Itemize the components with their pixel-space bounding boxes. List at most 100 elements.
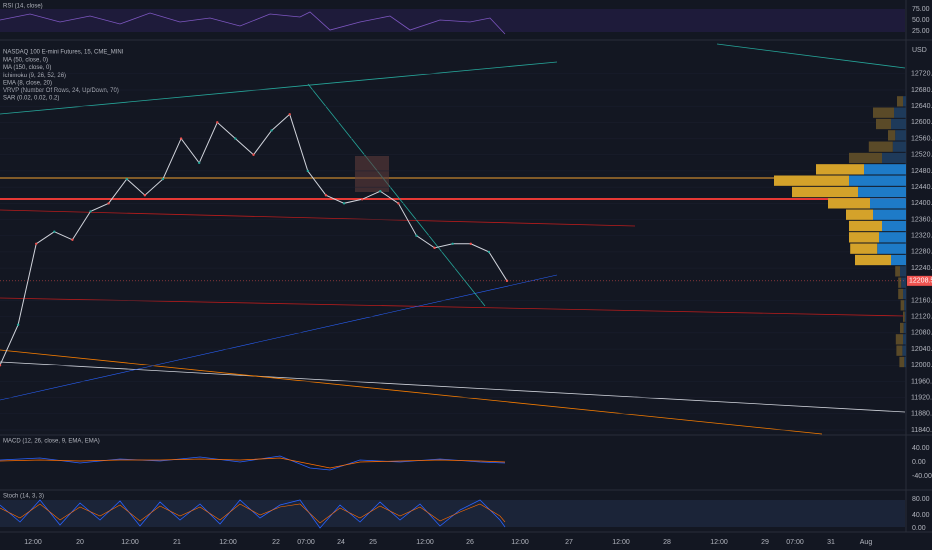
price-tick: 12480.00	[911, 168, 932, 175]
stoch-label: Stoch (14, 3, 3)	[3, 494, 44, 500]
volume-up	[891, 118, 906, 130]
volume-up	[849, 175, 906, 186]
volume-down	[850, 243, 878, 254]
volume-up	[879, 232, 906, 243]
volume-down	[896, 345, 903, 356]
price-tick: 12440.00	[911, 184, 932, 191]
volume-up	[892, 141, 906, 152]
time-tick: 12:00	[24, 539, 42, 546]
rsi-label: RSI (14, close)	[3, 4, 43, 10]
price-tick: 12520.00	[911, 152, 932, 159]
volume-up	[882, 220, 906, 232]
rsi-line	[0, 11, 506, 35]
time-tick: 07:00	[297, 539, 315, 546]
volume-up	[903, 334, 906, 345]
volume-up	[894, 107, 906, 118]
time-tick: 24	[337, 539, 345, 546]
price-point	[107, 202, 110, 205]
volume-down	[873, 107, 894, 118]
volume-down	[900, 300, 905, 311]
stoch-band	[0, 500, 905, 527]
indicator-label: VRVP (Number Of Rows, 24, Up/Down, 70)	[3, 88, 119, 94]
volume-down	[888, 130, 896, 141]
volume-up	[903, 288, 906, 300]
price-tick: 12160.00	[911, 297, 932, 304]
trend-line	[0, 209, 636, 227]
price-tick: 12320.00	[911, 233, 932, 240]
rsi-tick: 75.00	[912, 6, 930, 13]
macd-tick: 0.00	[912, 459, 926, 466]
price-point	[433, 246, 436, 250]
time-tick: 20	[76, 539, 84, 546]
price-tick: 12600.00	[911, 119, 932, 126]
price-point	[487, 250, 491, 254]
price-tick: 12640.00	[911, 103, 932, 110]
volume-up	[877, 243, 906, 254]
volume-up	[895, 130, 906, 141]
volume-down	[792, 186, 858, 198]
price-tick: 12120.00	[911, 314, 932, 321]
price-point	[161, 177, 165, 181]
volume-up	[900, 266, 906, 277]
trend-line	[0, 61, 558, 115]
price-point	[216, 121, 219, 124]
volume-up	[904, 356, 906, 368]
volume-up	[891, 254, 906, 266]
price-tick: 11960.00	[911, 378, 932, 385]
indicator-label: Ichimoku (9, 26, 52, 26)	[3, 73, 66, 79]
price-tick: 11840.00	[911, 427, 932, 434]
time-tick: 12:00	[121, 539, 139, 546]
trend-line	[0, 297, 906, 317]
price-point	[306, 169, 310, 173]
price-point	[252, 153, 255, 156]
volume-up	[858, 186, 906, 198]
volume-up	[873, 209, 906, 220]
volume-down	[897, 96, 903, 107]
price-tick: 12080.00	[911, 330, 932, 337]
price-tick: 12000.00	[911, 362, 932, 369]
price-tick: 11920.00	[911, 394, 932, 401]
time-tick: 07:00	[786, 539, 804, 546]
price-point	[125, 177, 128, 181]
time-tick: 31	[827, 539, 835, 546]
volume-down	[876, 118, 891, 130]
volume-down	[898, 277, 902, 288]
price-point	[179, 137, 183, 140]
volume-down	[849, 232, 879, 243]
volume-up	[864, 164, 906, 175]
price-point	[397, 202, 400, 205]
volume-up	[882, 152, 906, 164]
price-point	[451, 242, 454, 246]
stoch-tick: 40.00	[912, 512, 930, 519]
volume-down	[849, 152, 882, 164]
price-point	[16, 323, 20, 326]
volume-down	[900, 322, 904, 334]
volume-down	[868, 141, 893, 152]
stoch-tick: 0.00	[912, 525, 926, 532]
price-tick: 12360.00	[911, 216, 932, 223]
time-tick: 12:00	[612, 539, 630, 546]
volume-down	[816, 164, 864, 175]
time-tick: 12:00	[511, 539, 529, 546]
volume-up	[903, 96, 906, 107]
price-point	[89, 210, 92, 213]
trend-line	[0, 274, 558, 401]
volume-down	[828, 198, 870, 209]
macd-tick: 40.00	[912, 445, 930, 452]
volume-down	[899, 356, 905, 368]
volume-up	[903, 322, 906, 334]
price-point	[469, 242, 472, 246]
volume-down	[774, 175, 849, 186]
volume-down	[898, 288, 903, 300]
time-tick: 25	[369, 539, 377, 546]
trend-line	[307, 83, 486, 307]
volume-up	[870, 198, 906, 209]
macd-label: MACD (12, 26, close, 9, EMA, EMA)	[3, 439, 100, 445]
price-tick: 12040.00	[911, 346, 932, 353]
price-point	[71, 238, 74, 241]
volume-up	[902, 345, 906, 356]
currency: USD	[912, 47, 927, 54]
price-point	[234, 137, 237, 140]
price-tick: 12400.00	[911, 200, 932, 207]
